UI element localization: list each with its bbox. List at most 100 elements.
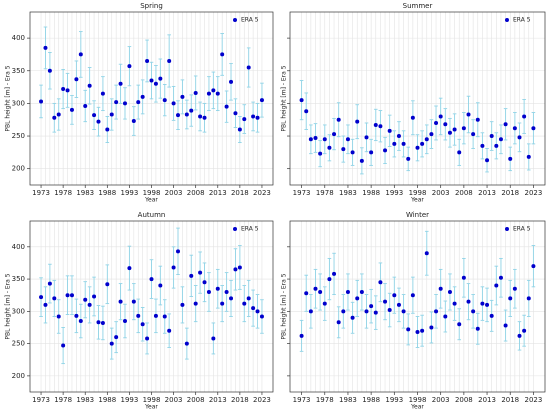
data-point bbox=[512, 286, 517, 291]
y-tick-label: 400 bbox=[12, 34, 25, 42]
x-tick-label: 1993 bbox=[385, 396, 403, 404]
data-point bbox=[396, 302, 401, 307]
data-point bbox=[466, 299, 471, 304]
x-tick-label: 1978 bbox=[316, 189, 334, 197]
data-point bbox=[100, 91, 105, 96]
data-point bbox=[332, 271, 337, 276]
data-point bbox=[176, 249, 181, 254]
data-point bbox=[52, 115, 57, 120]
data-point bbox=[494, 143, 499, 148]
data-point bbox=[494, 283, 499, 288]
data-point bbox=[304, 109, 309, 114]
x-tick-label: 2003 bbox=[432, 189, 450, 197]
data-point bbox=[345, 137, 350, 142]
x-tick-label: 1983 bbox=[339, 396, 357, 404]
data-point bbox=[415, 145, 420, 150]
data-point bbox=[508, 296, 513, 301]
data-point bbox=[136, 313, 141, 318]
data-point bbox=[78, 52, 83, 57]
data-point bbox=[415, 329, 420, 334]
data-point bbox=[429, 325, 434, 330]
data-point bbox=[475, 326, 480, 331]
data-point bbox=[122, 319, 127, 324]
x-tick-label: 1988 bbox=[362, 189, 380, 197]
data-point bbox=[198, 114, 203, 119]
x-tick-label: 1973 bbox=[293, 189, 311, 197]
data-point bbox=[318, 289, 323, 294]
x-tick-label: 2023 bbox=[524, 189, 542, 197]
y-tick-label: 350 bbox=[12, 67, 25, 75]
x-tick-label: 2008 bbox=[455, 396, 473, 404]
data-point bbox=[122, 101, 127, 106]
data-point bbox=[378, 280, 383, 285]
data-point bbox=[136, 100, 141, 105]
data-point bbox=[206, 91, 211, 96]
data-point bbox=[401, 141, 406, 146]
data-point bbox=[246, 65, 251, 70]
data-point bbox=[480, 143, 485, 148]
x-tick-label: 2018 bbox=[501, 189, 519, 197]
x-tick-label: 1998 bbox=[409, 189, 427, 197]
x-tick-label: 1978 bbox=[54, 189, 72, 197]
data-point bbox=[364, 135, 369, 140]
data-point bbox=[308, 309, 313, 314]
data-point bbox=[220, 301, 225, 306]
data-point bbox=[118, 299, 123, 304]
legend-marker bbox=[233, 18, 237, 22]
data-point bbox=[350, 150, 355, 155]
data-point bbox=[457, 150, 462, 155]
x-axis-label: Year bbox=[144, 197, 158, 204]
data-point bbox=[153, 81, 158, 86]
data-point bbox=[512, 126, 517, 131]
x-axis-label: Year bbox=[410, 197, 424, 204]
data-point bbox=[373, 122, 378, 127]
data-point bbox=[369, 304, 374, 309]
data-point bbox=[255, 309, 260, 314]
x-tick-label: 1998 bbox=[143, 396, 161, 404]
data-point bbox=[109, 112, 114, 117]
data-point bbox=[452, 301, 457, 306]
data-point bbox=[118, 81, 123, 86]
data-point bbox=[56, 112, 61, 117]
y-tick-label: 350 bbox=[12, 275, 25, 283]
legend-marker bbox=[233, 227, 237, 231]
data-point bbox=[211, 336, 216, 341]
x-tick-label: 2013 bbox=[478, 189, 496, 197]
data-point bbox=[105, 282, 110, 287]
data-point bbox=[246, 296, 251, 301]
data-point bbox=[424, 251, 429, 256]
x-tick-label: 2018 bbox=[231, 189, 249, 197]
data-point bbox=[336, 320, 341, 325]
y-axis-label: PBL height [m] - Era 5 bbox=[5, 65, 12, 131]
data-point bbox=[332, 132, 337, 137]
data-point bbox=[480, 301, 485, 306]
data-point bbox=[489, 134, 494, 139]
data-point bbox=[410, 115, 415, 120]
legend-label: ERA 5 bbox=[513, 226, 531, 233]
data-point bbox=[109, 341, 114, 346]
data-point bbox=[318, 151, 323, 156]
data-point bbox=[406, 327, 411, 332]
x-axis-label: Year bbox=[144, 404, 158, 410]
data-point bbox=[255, 115, 260, 120]
data-point bbox=[74, 313, 79, 318]
x-tick-label: 1993 bbox=[120, 189, 138, 197]
data-point bbox=[61, 87, 66, 92]
data-point bbox=[47, 68, 52, 73]
data-point bbox=[74, 77, 79, 82]
legend-marker bbox=[505, 227, 509, 231]
data-point bbox=[443, 314, 448, 319]
data-point bbox=[52, 296, 57, 301]
data-point bbox=[522, 328, 527, 333]
data-point bbox=[383, 299, 388, 304]
data-point bbox=[392, 141, 397, 146]
data-point bbox=[259, 98, 264, 103]
data-point bbox=[378, 124, 383, 129]
data-point bbox=[242, 301, 247, 306]
data-point bbox=[43, 302, 48, 307]
data-point bbox=[369, 150, 374, 155]
x-tick-label: 1993 bbox=[120, 396, 138, 404]
data-point bbox=[457, 322, 462, 327]
data-point bbox=[438, 114, 443, 119]
data-point bbox=[92, 113, 97, 118]
